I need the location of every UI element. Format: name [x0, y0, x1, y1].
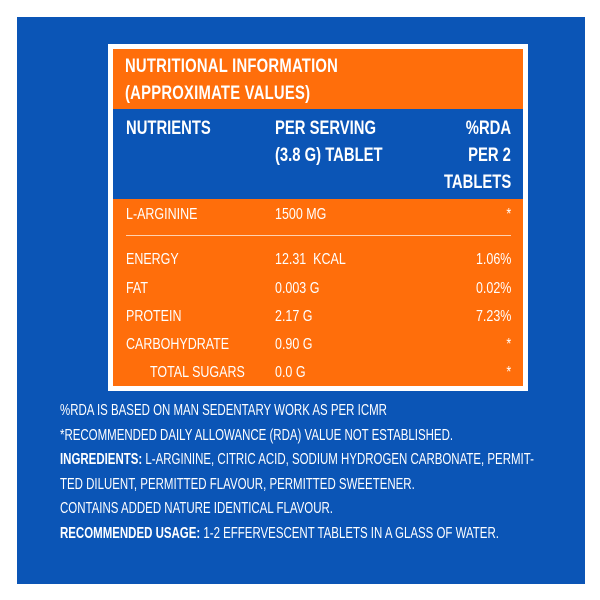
nutrient-name: PROTEIN — [126, 308, 182, 325]
rda-basis-note: %RDA IS BASED ON MAN SEDENTARY WORK AS P… — [60, 399, 580, 424]
header-per-serving-line-2: (3.8 G) TABLET — [275, 145, 383, 166]
flavour-note: CONTAINS ADDED NATURE IDENTICAL FLAVOUR. — [60, 497, 580, 522]
nutrition-table: NUTRITIONAL INFORMATION (APPROXIMATE VAL… — [108, 44, 528, 391]
usage-note: RECOMMENDED USAGE: 1-2 EFFERVESCENT TABL… — [60, 522, 580, 547]
row-divider — [126, 235, 511, 236]
rda-basis-text: %RDA IS BASED ON MAN SEDENTARY WORK AS P… — [60, 402, 387, 419]
header-rda: %RDA PER 2 TABLETS — [425, 115, 511, 196]
table-row: ENERGY 12.31 KCAL 1.06% — [113, 246, 523, 274]
per-serving-value: 0.90 G — [275, 336, 313, 353]
rda-value: 0.02% — [475, 280, 511, 297]
per-serving-value: 0.0 G — [275, 364, 306, 381]
per-serving-value: 12.31 KCAL — [275, 251, 346, 268]
flavour-text: CONTAINS ADDED NATURE IDENTICAL FLAVOUR. — [60, 500, 333, 517]
header-nutrients: NUTRIENTS — [126, 115, 235, 142]
table-header: NUTRIENTS PER SERVING (3.8 G) TABLET %RD… — [113, 109, 523, 199]
nutrient-name: L-ARGININE — [126, 206, 198, 223]
ingredients-line-1: INGREDIENTS: L-ARGININE, CITRIC ACID, SO… — [60, 448, 580, 473]
nutrient-name: CARBOHYDRATE — [126, 336, 230, 353]
header-per-serving: PER SERVING (3.8 G) TABLET — [275, 115, 413, 169]
header-nutrients-label: NUTRIENTS — [126, 118, 211, 139]
per-serving-value: 2.17 G — [275, 308, 313, 325]
usage-text: 1-2 EFFERVESCENT TABLETS IN A GLASS OF W… — [200, 524, 499, 542]
ingredients-text-continued: TED DILUENT, PERMITTED FLAVOUR, PERMITTE… — [60, 475, 415, 493]
label-panel: NUTRITIONAL INFORMATION (APPROXIMATE VAL… — [17, 17, 585, 584]
nutrient-name: FAT — [126, 280, 148, 297]
header-per-serving-line-1: PER SERVING — [275, 118, 377, 139]
rda-value: * — [506, 206, 511, 223]
table-row: CARBOHYDRATE 0.90 G * — [113, 331, 523, 359]
nutrient-name: TOTAL SUGARS — [150, 364, 245, 381]
ingredients-label: INGREDIENTS: — [60, 451, 143, 468]
rda-value: * — [506, 364, 511, 381]
title-line-2: (APPROXIMATE VALUES) — [125, 83, 311, 104]
title-line-1: NUTRITIONAL INFORMATION — [125, 56, 339, 77]
nutrient-name: ENERGY — [126, 251, 179, 268]
label-notes: %RDA IS BASED ON MAN SEDENTARY WORK AS P… — [60, 399, 580, 546]
rda-value: 7.23% — [475, 308, 511, 325]
table-title: NUTRITIONAL INFORMATION (APPROXIMATE VAL… — [113, 49, 523, 109]
rda-footnote: *RECOMMENDED DAILY ALLOWANCE (RDA) VALUE… — [60, 424, 580, 449]
table-row: FAT 0.003 G 0.02% — [113, 275, 523, 303]
rda-footnote-text: *RECOMMENDED DAILY ALLOWANCE (RDA) VALUE… — [60, 426, 454, 444]
ingredients-line-2: TED DILUENT, PERMITTED FLAVOUR, PERMITTE… — [60, 473, 580, 498]
table-row: TOTAL SUGARS 0.0 G * — [113, 359, 523, 387]
header-rda-line-2: PER 2 — [468, 145, 511, 166]
header-rda-line-3: TABLETS — [443, 172, 511, 193]
per-serving-value: 1500 MG — [275, 206, 327, 223]
header-rda-line-1: %RDA — [465, 118, 511, 139]
usage-label: RECOMMENDED USAGE: — [60, 524, 201, 542]
table-row: PROTEIN 2.17 G 7.23% — [113, 303, 523, 331]
ingredients-text: L-ARGININE, CITRIC ACID, SODIUM HYDROGEN… — [142, 451, 534, 468]
rda-value: * — [506, 336, 511, 353]
per-serving-value: 0.003 G — [275, 280, 320, 297]
table-row-highlight: L-ARGININE 1500 MG * — [113, 201, 523, 229]
rda-value: 1.06% — [475, 251, 511, 268]
